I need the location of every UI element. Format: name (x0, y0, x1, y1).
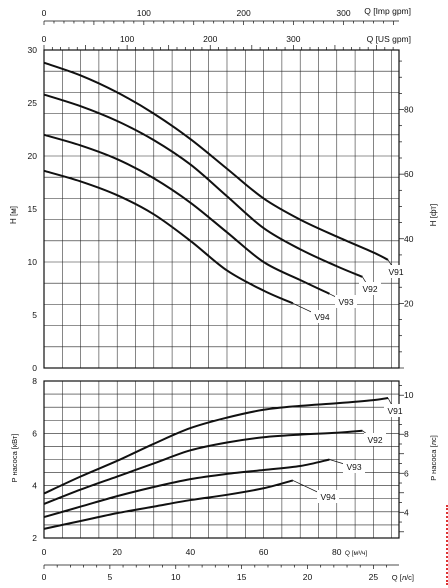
power-curve-labels: V91 V92 V93 V94 (292, 397, 406, 503)
bottom-ls-tick-label: 20 (303, 572, 313, 582)
top-imp-tick-label: 100 (137, 8, 151, 18)
head-curves (43, 61, 389, 305)
top-imp-tick-label: 300 (336, 8, 350, 18)
head-panel-grid (43, 49, 399, 369)
bottom-ls-axis-label: Q [л/с] (392, 573, 414, 582)
top-us-tick-label: 300 (286, 34, 300, 44)
head-left-tick-label: 25 (28, 98, 38, 108)
head-panel-frame (43, 49, 400, 369)
bottom-m3h-tick-label: 40 (186, 547, 196, 557)
top-imp-tick-label: 200 (237, 8, 251, 18)
head-left-tick-label: 0 (32, 363, 37, 373)
bottom-ls-tick-label: 10 (171, 572, 181, 582)
power-curves (43, 397, 389, 530)
bottom-ls-tick-label: 25 (369, 572, 379, 582)
top-imp-axis-label: Q [Imp gpm] (364, 6, 411, 16)
head-curve-label-v91: V91 (388, 267, 403, 277)
bottom-ls-tick-label: 0 (42, 572, 47, 582)
head-label-bg (335, 295, 357, 308)
head-right-axis: 20 40 60 80 (399, 60, 414, 369)
power-label-bg (364, 433, 386, 446)
bottom-m3h-tick-label: 80 (332, 547, 342, 557)
power-left-axis: 2 4 6 8 (32, 376, 37, 543)
power-left-tick-label: 6 (32, 428, 37, 438)
bottom-ls-tick-label: 15 (237, 572, 247, 582)
head-left-tick-label: 15 (28, 204, 38, 214)
head-curve-v92 (43, 93, 363, 278)
top-us-tick-label: 200 (203, 34, 217, 44)
power-curve-v94 (43, 479, 294, 530)
head-right-tick-label: 20 (404, 298, 414, 308)
power-label-bg (384, 404, 406, 417)
head-curve-v91 (43, 61, 389, 261)
top-imp-tick-label: 0 (42, 8, 47, 18)
head-left-axis-label: H [м] (9, 206, 18, 224)
head-curve-v94 (43, 169, 294, 305)
power-left-tick-label: 2 (32, 533, 37, 543)
bottom-m3h-tick-label: 60 (259, 547, 269, 557)
head-left-tick-label: 30 (28, 45, 38, 55)
bottom-ls-axis: 0 5 10 15 20 25 (42, 564, 399, 582)
head-label-bg (311, 310, 333, 323)
head-curve-labels: V91 V92 V93 V94 (292, 259, 407, 323)
head-curve-label-v92: V92 (362, 284, 377, 294)
head-curve-v93 (43, 133, 330, 295)
power-curve-label-v93: V93 (346, 462, 361, 472)
bottom-m3h-axis-label: Q [м³/ч] (345, 550, 367, 557)
head-right-tick-label: 60 (404, 169, 414, 179)
bottom-ls-tick-label: 5 (108, 572, 113, 582)
top-us-axis-label: Q [US gpm] (367, 34, 411, 44)
bottom-m3h-tick-label: 0 (42, 547, 47, 557)
power-label-bg (317, 490, 339, 503)
power-right-tick-label: 10 (404, 390, 414, 400)
power-right-axis-label: P насоса [лс] (429, 435, 438, 481)
head-right-tick-label: 80 (404, 105, 414, 115)
power-label-bg (343, 460, 365, 473)
power-panel-frame (43, 380, 400, 539)
head-left-tick-label: 20 (28, 151, 38, 161)
head-right-tick-label: 40 (404, 234, 414, 244)
bottom-m3h-axis: 0 20 40 60 80 (42, 547, 342, 557)
power-curve-label-v92: V92 (367, 435, 382, 445)
power-right-tick-label: 8 (404, 429, 409, 439)
side-dotted-mark (440, 505, 448, 585)
top-us-tick-label: 0 (42, 34, 47, 44)
top-us-axis: 0 100 200 300 (42, 34, 399, 51)
head-curve-label-v93: V93 (338, 297, 353, 307)
power-curve-v92 (43, 429, 363, 505)
top-imp-axis: 0 100 200 300 (42, 8, 399, 25)
power-left-tick-label: 4 (32, 481, 37, 491)
top-us-tick-label: 100 (120, 34, 134, 44)
head-left-tick-label: 5 (32, 310, 37, 320)
head-right-axis-label: H [фт] (429, 204, 438, 227)
head-left-tick-label: 10 (28, 257, 38, 267)
head-label-bg (359, 282, 381, 295)
head-label-bg (385, 265, 407, 278)
power-curve-label-v94: V94 (320, 492, 335, 502)
power-left-tick-label: 8 (32, 376, 37, 386)
power-left-axis-label: P насоса [кВт] (10, 434, 19, 483)
power-right-tick-label: 4 (404, 507, 409, 517)
head-left-axis: 0 5 10 15 20 25 30 (28, 45, 38, 373)
power-panel-grid (43, 380, 399, 539)
power-curve-v91 (43, 397, 389, 495)
head-curve-label-v94: V94 (314, 312, 329, 322)
power-right-tick-label: 6 (404, 468, 409, 478)
bottom-m3h-tick-label: 20 (112, 547, 122, 557)
power-curve-v93 (43, 458, 330, 519)
power-curve-label-v91: V91 (387, 406, 402, 416)
